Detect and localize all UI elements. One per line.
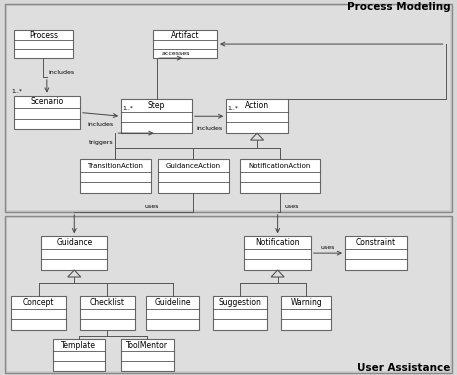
Text: Constraint: Constraint	[356, 238, 396, 247]
Text: GuidanceAction: GuidanceAction	[165, 163, 221, 169]
Bar	[5, 4, 452, 212]
Bar	[14, 30, 73, 58]
Text: Action: Action	[245, 101, 269, 110]
Text: includes: includes	[48, 70, 74, 75]
Text: Suggestion: Suggestion	[218, 298, 261, 307]
Bar	[41, 236, 107, 270]
Text: 1..*: 1..*	[228, 106, 239, 111]
Text: Scenario: Scenario	[30, 98, 64, 106]
Bar	[7, 6, 450, 210]
Text: Template: Template	[61, 341, 96, 350]
Bar	[213, 296, 267, 330]
Bar	[226, 99, 288, 133]
Text: ToolMentor: ToolMentor	[127, 341, 168, 350]
Bar	[11, 296, 66, 330]
Bar	[14, 96, 80, 129]
Bar	[5, 216, 452, 373]
Text: Process: Process	[29, 31, 58, 40]
Text: uses: uses	[284, 204, 299, 209]
Text: Checklist: Checklist	[90, 298, 125, 307]
Text: uses: uses	[145, 204, 159, 209]
Bar	[345, 236, 407, 270]
Text: User Assistance: User Assistance	[357, 363, 450, 373]
Text: Guideline: Guideline	[154, 298, 191, 307]
Text: Warning: Warning	[290, 298, 322, 307]
Text: triggers: triggers	[89, 140, 113, 145]
Text: Artifact: Artifact	[171, 31, 199, 40]
Text: 1..*: 1..*	[122, 106, 133, 111]
Text: Notification: Notification	[255, 238, 300, 247]
Text: includes: includes	[87, 122, 114, 127]
Text: uses: uses	[321, 245, 335, 250]
Bar	[80, 159, 151, 193]
Text: Process Modeling: Process Modeling	[346, 2, 450, 12]
Text: includes: includes	[196, 126, 222, 130]
Bar	[121, 99, 192, 133]
Bar	[158, 159, 228, 193]
Text: accesses: accesses	[161, 51, 190, 56]
Text: Step: Step	[148, 101, 165, 110]
Bar	[153, 30, 217, 58]
Text: Concept: Concept	[23, 298, 54, 307]
Bar	[244, 236, 311, 270]
Bar	[121, 339, 174, 371]
Bar	[7, 217, 450, 371]
Bar	[80, 296, 135, 330]
Text: Guidance: Guidance	[56, 238, 92, 247]
Text: NotificationAction: NotificationAction	[249, 163, 311, 169]
Bar	[146, 296, 199, 330]
Bar	[53, 339, 105, 371]
Text: 1..*: 1..*	[11, 89, 23, 94]
Text: TransitionAction: TransitionAction	[87, 163, 143, 169]
Bar	[240, 159, 320, 193]
Bar	[281, 296, 331, 330]
